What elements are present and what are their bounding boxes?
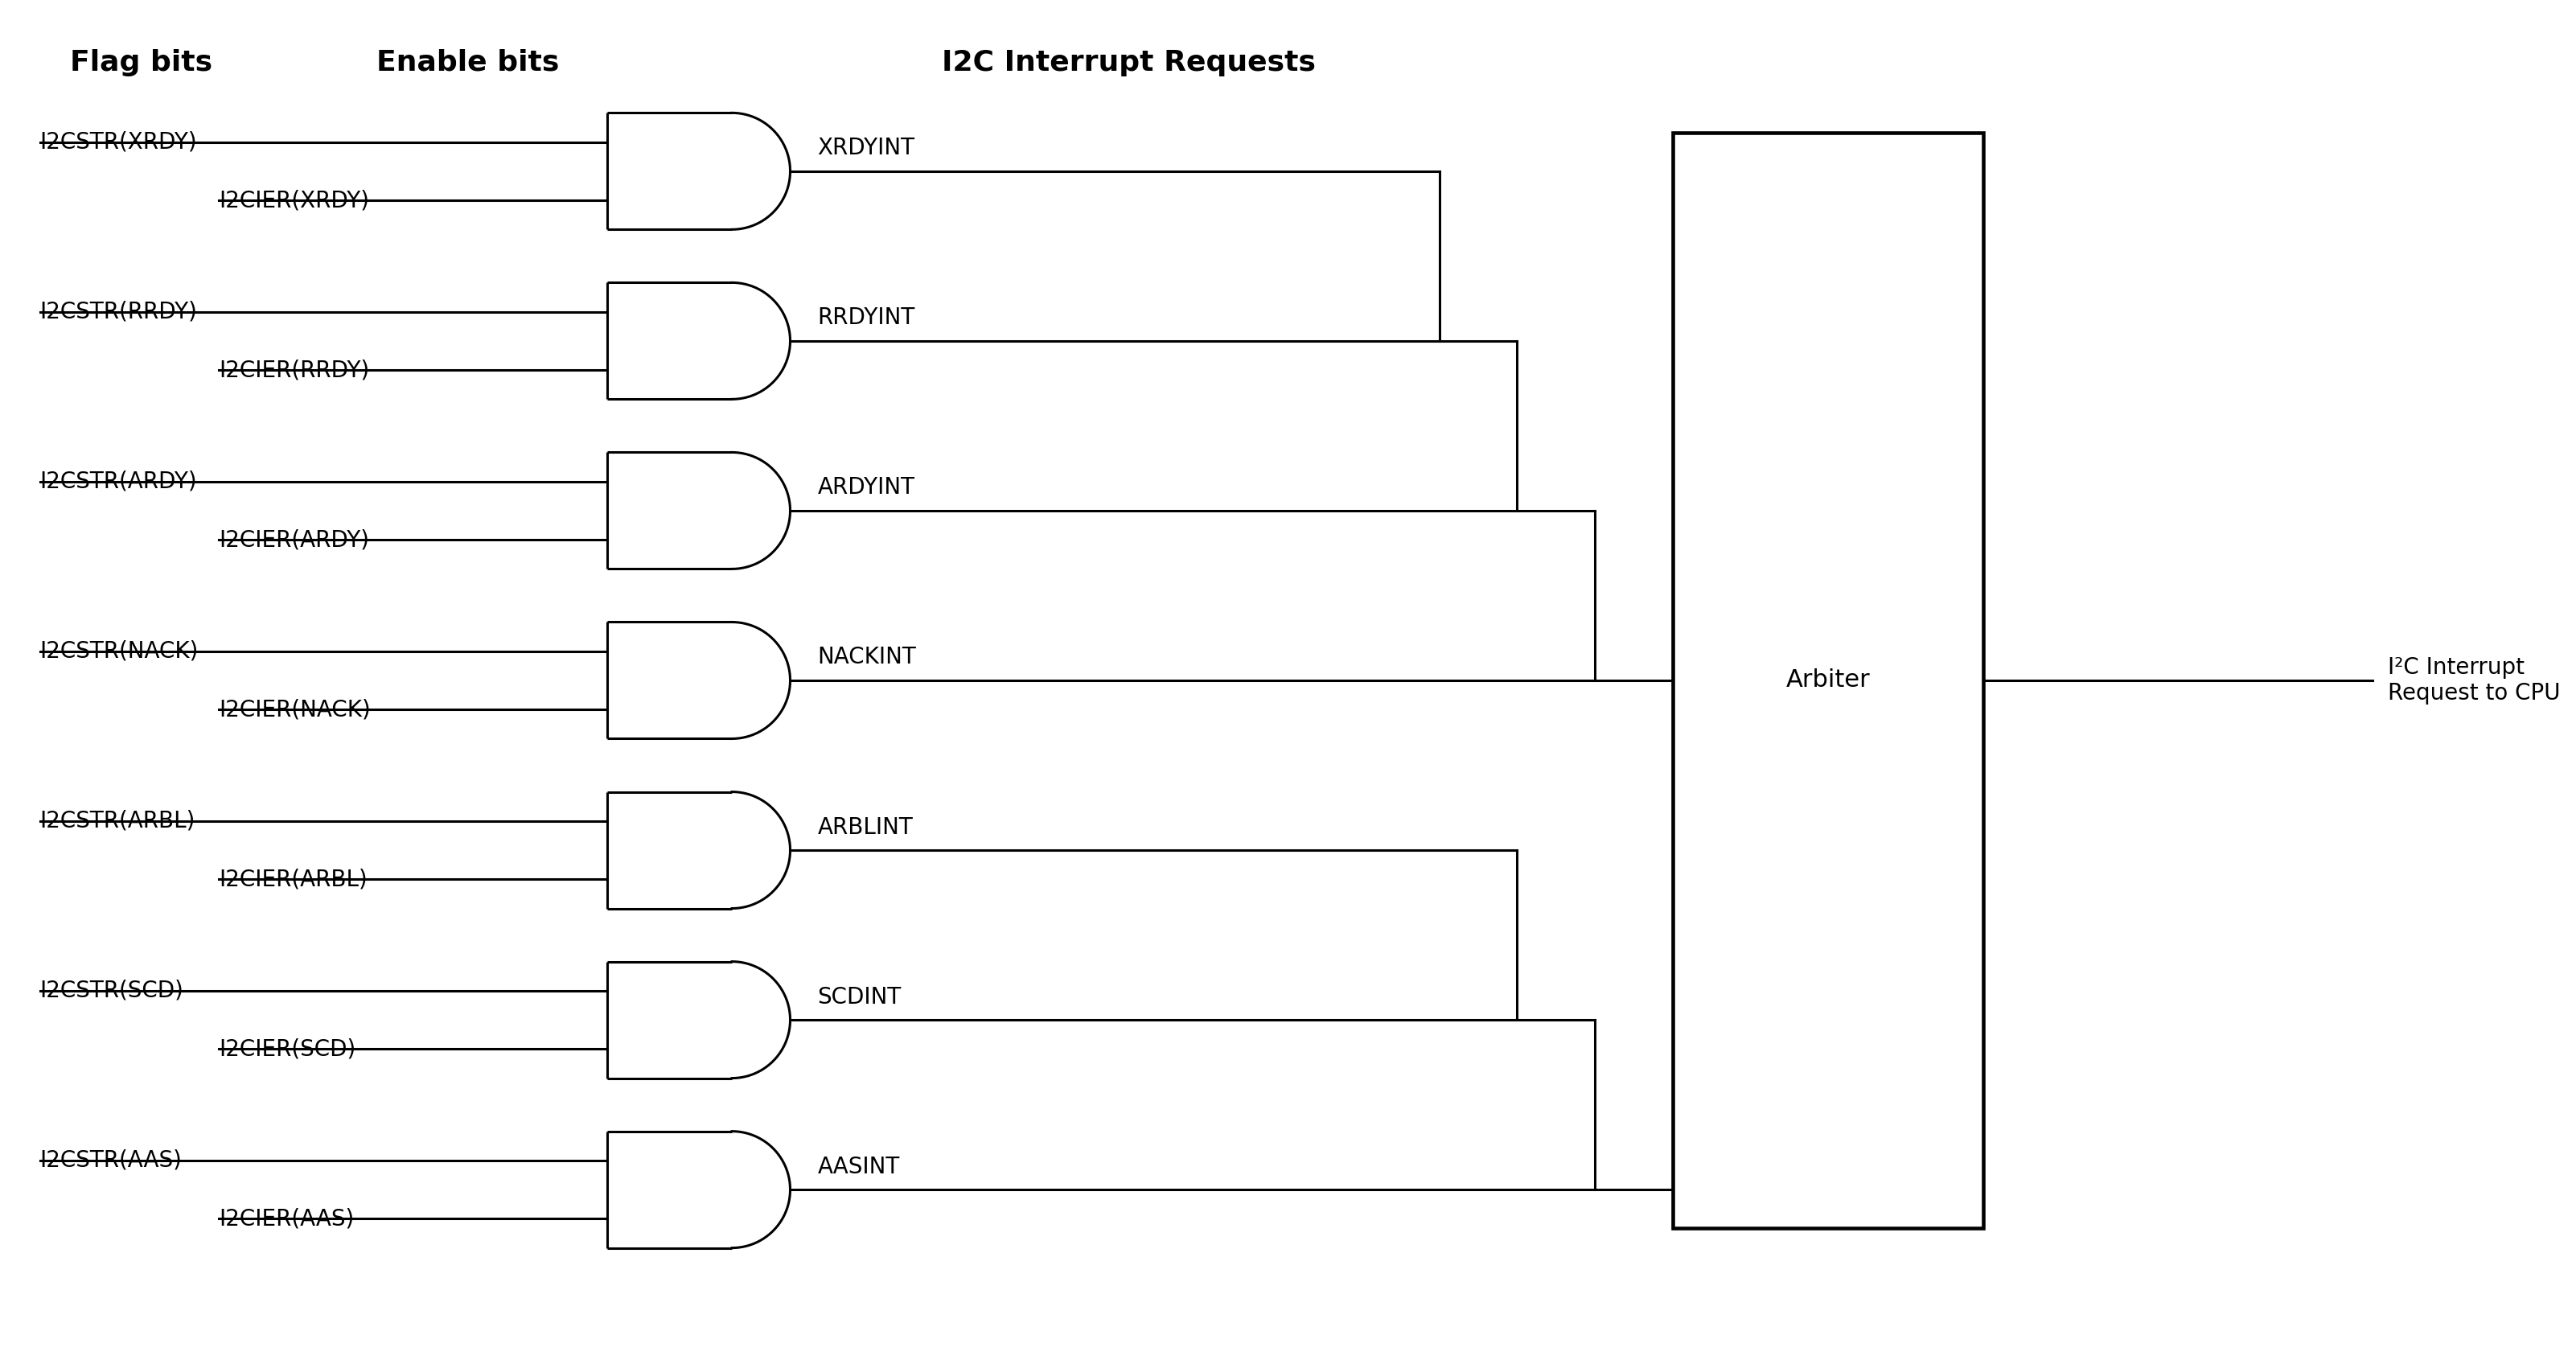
Text: XRDYINT: XRDYINT bbox=[817, 137, 914, 159]
Text: I²C Interrupt
Request to CPU: I²C Interrupt Request to CPU bbox=[2388, 656, 2561, 704]
Text: I2CIER(RRDY): I2CIER(RRDY) bbox=[219, 359, 368, 381]
Bar bbox=[1672, 132, 1984, 1228]
Text: AASINT: AASINT bbox=[817, 1156, 899, 1178]
Text: I2CSTR(SCD): I2CSTR(SCD) bbox=[41, 979, 183, 1002]
Text: I2CSTR(AAS): I2CSTR(AAS) bbox=[41, 1149, 183, 1172]
Text: SCDINT: SCDINT bbox=[817, 986, 902, 1008]
Text: I2CIER(AAS): I2CIER(AAS) bbox=[219, 1208, 353, 1229]
Text: ARBLINT: ARBLINT bbox=[817, 816, 912, 839]
Text: ARDYINT: ARDYINT bbox=[817, 476, 914, 499]
Text: I2CIER(XRDY): I2CIER(XRDY) bbox=[219, 189, 368, 212]
Text: I2CIER(NACK): I2CIER(NACK) bbox=[219, 698, 371, 721]
Text: RRDYINT: RRDYINT bbox=[817, 307, 914, 329]
Text: I2CIER(ARBL): I2CIER(ARBL) bbox=[219, 868, 368, 891]
Text: I2CSTR(NACK): I2CSTR(NACK) bbox=[41, 641, 198, 662]
Text: I2CIER(ARDY): I2CIER(ARDY) bbox=[219, 529, 368, 551]
Text: Enable bits: Enable bits bbox=[376, 49, 559, 76]
Text: Flag bits: Flag bits bbox=[70, 49, 211, 76]
Text: I2CSTR(XRDY): I2CSTR(XRDY) bbox=[41, 131, 198, 154]
Text: I2CIER(SCD): I2CIER(SCD) bbox=[219, 1038, 355, 1061]
Text: Arbiter: Arbiter bbox=[1785, 669, 1870, 692]
Text: NACKINT: NACKINT bbox=[817, 646, 917, 669]
Text: I2CSTR(ARBL): I2CSTR(ARBL) bbox=[41, 809, 196, 832]
Text: I2C Interrupt Requests: I2C Interrupt Requests bbox=[940, 49, 1316, 76]
Text: I2CSTR(RRDY): I2CSTR(RRDY) bbox=[41, 301, 198, 324]
Text: I2CSTR(ARDY): I2CSTR(ARDY) bbox=[41, 471, 198, 492]
